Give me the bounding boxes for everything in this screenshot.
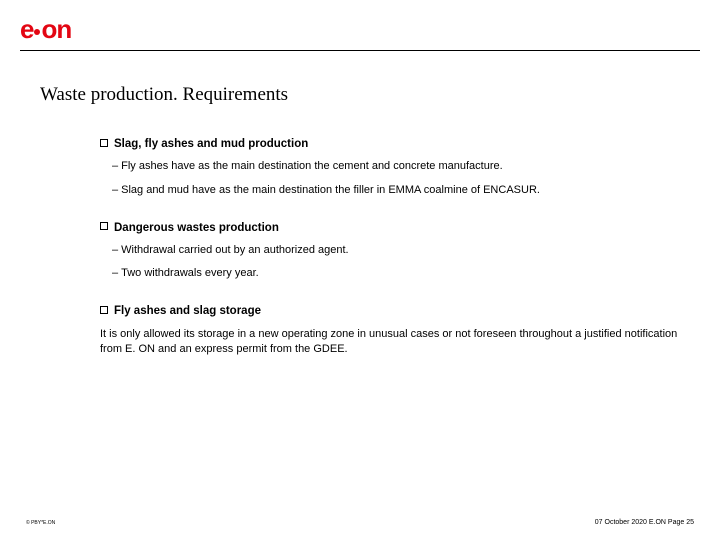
slide-content: Slag, fly ashes and mud production –Fly … bbox=[100, 138, 690, 357]
checkbox-bullet-icon bbox=[100, 222, 108, 230]
dash-icon: – bbox=[112, 244, 118, 256]
brand-right: on bbox=[41, 14, 71, 44]
bullet-item: –Withdrawal carried out by an authorized… bbox=[112, 244, 690, 258]
paragraph-text: It is only allowed its storage in a new … bbox=[100, 327, 690, 357]
bullet-item: –Fly ashes have as the main destination … bbox=[112, 160, 690, 174]
footer-copyright: © PBY*E.ON bbox=[26, 520, 55, 526]
bullet-item: –Two withdrawals every year. bbox=[112, 267, 690, 281]
section-heading: Fly ashes and slag storage bbox=[100, 305, 690, 317]
slide-title: Waste production. Requirements bbox=[40, 84, 288, 106]
heading-text: Dangerous wastes production bbox=[114, 222, 279, 234]
brand-logo: eon bbox=[20, 14, 71, 45]
bullet-text: Two withdrawals every year. bbox=[121, 267, 259, 279]
heading-text: Slag, fly ashes and mud production bbox=[114, 138, 308, 150]
brand-dot bbox=[34, 29, 40, 35]
section-heading: Dangerous wastes production bbox=[100, 222, 690, 234]
brand-left: e bbox=[20, 14, 33, 44]
dash-icon: – bbox=[112, 160, 118, 172]
heading-text: Fly ashes and slag storage bbox=[114, 305, 261, 317]
footer-meta: 07 October 2020 E.ON Page 25 bbox=[595, 519, 694, 526]
bullet-text: Fly ashes have as the main destination t… bbox=[121, 160, 503, 172]
checkbox-bullet-icon bbox=[100, 139, 108, 147]
bullet-text: Withdrawal carried out by an authorized … bbox=[121, 244, 348, 256]
bullet-item: –Slag and mud have as the main destinati… bbox=[112, 184, 690, 198]
dash-icon: – bbox=[112, 184, 118, 196]
checkbox-bullet-icon bbox=[100, 306, 108, 314]
header-divider bbox=[20, 50, 700, 51]
dash-icon: – bbox=[112, 267, 118, 279]
section-heading: Slag, fly ashes and mud production bbox=[100, 138, 690, 150]
bullet-text: Slag and mud have as the main destinatio… bbox=[121, 184, 540, 196]
